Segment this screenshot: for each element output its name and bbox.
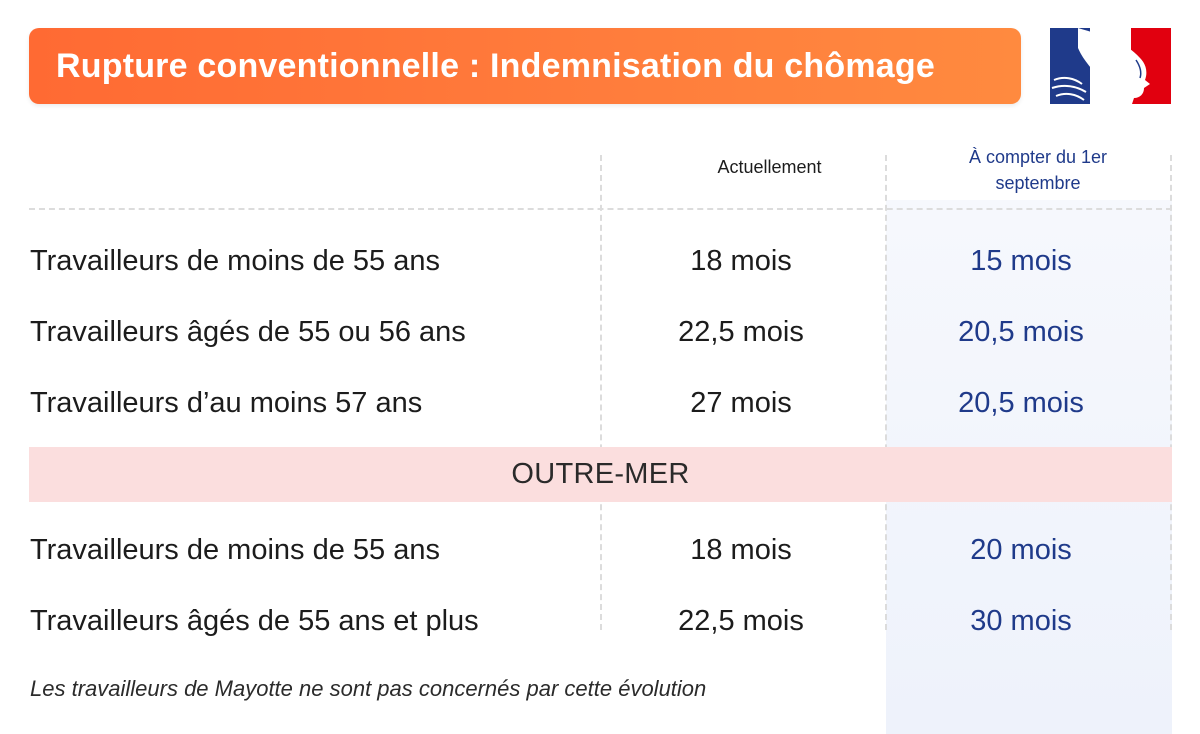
column-header-next: À compter du 1er septembre (900, 144, 1176, 196)
column-divider-left (600, 155, 602, 630)
row-label: Travailleurs âgés de 55 ans et plus (30, 605, 479, 637)
row-label: Travailleurs de moins de 55 ans (30, 534, 440, 566)
new-value: 15 mois (970, 245, 1072, 277)
page-title: Rupture conventionnelle : Indemnisation … (56, 46, 935, 85)
outremer-section-header: OUTRE-MER (29, 447, 1172, 502)
column-divider-right (1170, 155, 1172, 630)
new-value: 20,5 mois (958, 316, 1084, 348)
current-value: 18 mois (690, 534, 792, 566)
new-value: 20 mois (970, 534, 1072, 566)
outremer-heading: OUTRE-MER (511, 458, 690, 490)
column-header-next-label: À compter du 1er septembre (968, 147, 1108, 193)
column-header-current: Actuellement (717, 157, 822, 177)
current-value: 27 mois (690, 387, 792, 419)
current-value: 22,5 mois (678, 605, 804, 637)
header-divider (29, 208, 1172, 210)
title-banner: Rupture conventionnelle : Indemnisation … (29, 28, 1021, 104)
current-value: 18 mois (690, 245, 792, 277)
new-value: 30 mois (970, 605, 1072, 637)
republique-francaise-logo (1050, 28, 1171, 104)
row-label: Travailleurs de moins de 55 ans (30, 245, 440, 277)
column-divider-middle (885, 155, 887, 630)
current-value: 22,5 mois (678, 316, 804, 348)
footnote: Les travailleurs de Mayotte ne sont pas … (30, 676, 707, 701)
row-label: Travailleurs d’au moins 57 ans (30, 387, 423, 419)
new-value: 20,5 mois (958, 387, 1084, 419)
row-label: Travailleurs âgés de 55 ou 56 ans (30, 316, 466, 348)
